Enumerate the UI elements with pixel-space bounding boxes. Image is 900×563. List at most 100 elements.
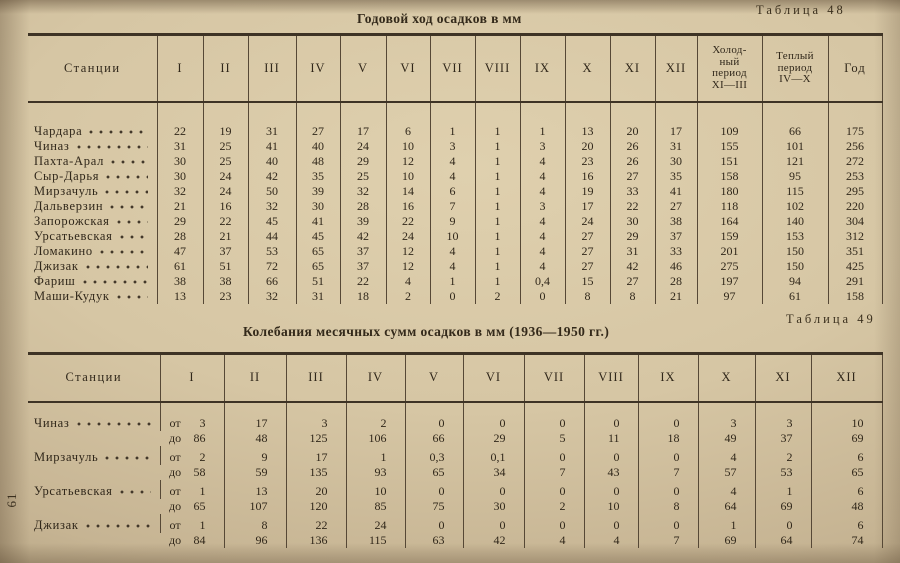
range-cell: до 84: [160, 533, 224, 548]
from-value-cell: 1: [345, 445, 405, 465]
to-value-cell: 48: [810, 498, 883, 514]
month-value-cell: 1: [429, 123, 475, 139]
station-name: Чардара: [34, 123, 83, 138]
warm-period-cell: 95: [761, 168, 828, 184]
range-label: до: [169, 430, 182, 445]
month-value-cell: 10: [429, 228, 475, 244]
month-value-cell: 9: [429, 213, 475, 229]
table-row: Маши-Кудук 13 23 32 31 18 2 0 2 0 8 8 21 97 61 158: [28, 288, 883, 304]
table48-header: Станции I II III IV V VI VII VIII IX X XI XII Холод- …: [28, 34, 883, 103]
station-name-wrap: Фариш: [28, 273, 157, 288]
range-label: от: [169, 415, 181, 430]
month-value-cell: 20: [609, 123, 655, 139]
spacer-row: [28, 401, 883, 416]
station-name-wrap: Чиназ: [28, 415, 160, 430]
month-value-cell: 30: [609, 213, 655, 229]
station-cell: Чиназ: [28, 415, 160, 446]
month-value-cell: 72: [247, 258, 296, 274]
dot-leader: [76, 415, 151, 427]
month-value-cell: 12: [385, 153, 430, 169]
spacer-cell: [429, 101, 475, 124]
station-name: Урсатьевская: [34, 228, 113, 243]
month-value-cell: 37: [202, 243, 248, 259]
table-row: Дальверзин 21 16 32 30 28 16 7 1 3 17 22 27 118 102 220: [28, 198, 883, 214]
table-row: Мирзачуль 32 24 50 39 32 14 6 1 4 19 33 41 180 115 295: [28, 183, 883, 199]
range-cell: до 86: [160, 431, 224, 446]
from-value-cell: 0: [523, 513, 584, 533]
from-value-cell: 22: [285, 513, 346, 533]
to-value-cell: 30: [462, 498, 524, 514]
range-cell: до 65: [160, 499, 224, 514]
year-total-cell: 175: [827, 123, 883, 139]
month-value-cell: 4: [429, 243, 475, 259]
from-january-cell: от 2: [161, 450, 224, 464]
spacer-cell: [247, 101, 296, 124]
month-value-cell: 4: [519, 258, 565, 274]
to-value-cell: 85: [345, 498, 405, 514]
month-value-cell: 28: [654, 273, 697, 289]
spacer-cell: [295, 101, 340, 124]
station-name-wrap: Запорожская: [28, 213, 157, 228]
station-cell: Чиназ: [28, 138, 157, 154]
to-value-cell: 4: [583, 532, 638, 548]
to-value-cell: 7: [523, 464, 584, 480]
from-value-cell: 3: [697, 415, 755, 431]
month-value-cell: 17: [654, 123, 697, 139]
month-value-cell: 47: [156, 243, 203, 259]
cold-period-cell: 164: [696, 213, 762, 229]
month-value-cell: 25: [202, 138, 248, 154]
column-header-station: Станции: [28, 34, 157, 103]
column-header-month: VII: [429, 34, 475, 103]
cold-period-cell: 155: [696, 138, 762, 154]
range-cell: от 2: [159, 445, 224, 465]
month-value-cell: 22: [339, 273, 386, 289]
month-value-cell: 24: [339, 138, 386, 154]
month-value-cell: 31: [654, 138, 697, 154]
dot-leader: [105, 183, 148, 195]
warm-period-cell: 66: [761, 123, 828, 139]
month-value-cell: 29: [609, 228, 655, 244]
to-value-cell: 10: [583, 498, 638, 514]
column-header-month: I: [156, 34, 203, 103]
month-value-cell: 44: [247, 228, 296, 244]
month-value-cell: 61: [156, 258, 203, 274]
range-label: от: [169, 483, 181, 498]
range-label: до: [169, 498, 182, 513]
year-total-cell: 220: [827, 198, 883, 214]
month-value-cell: 1: [474, 228, 520, 244]
month-value-cell: 2: [474, 288, 520, 304]
station-name: Джизак: [34, 517, 79, 532]
spacer-cell: [583, 401, 638, 416]
month-value-cell: 23: [564, 153, 610, 169]
from-value-cell: 0: [404, 415, 463, 431]
to-value-cell: 125: [285, 430, 346, 446]
table-row-to: до 84 96 136 115 63 42 4 4 7 69 64 74: [28, 532, 883, 548]
to-value-cell: 64: [697, 498, 755, 514]
column-header-month: V: [339, 34, 386, 103]
spacer-cell: [223, 401, 286, 416]
column-header-month: XII: [810, 353, 883, 403]
month-value-cell: 41: [247, 138, 296, 154]
range-value: 1: [199, 517, 206, 532]
to-value-cell: 49: [697, 430, 755, 446]
to-value-cell: 135: [285, 464, 346, 480]
station-name: Мирзачуль: [34, 449, 99, 464]
from-value-cell: 10: [810, 415, 883, 431]
month-value-cell: 22: [202, 213, 248, 229]
month-value-cell: 16: [202, 198, 248, 214]
station-cell: Ломакино: [28, 243, 157, 259]
station-name-wrap: Маши-Кудук: [28, 288, 157, 303]
month-value-cell: 33: [654, 243, 697, 259]
station-name-wrap: Мирзачуль: [28, 449, 160, 464]
station-name-wrap: Ломакино: [28, 243, 157, 258]
month-value-cell: 38: [202, 273, 248, 289]
year-total-cell: 312: [827, 228, 883, 244]
month-value-cell: 30: [295, 198, 340, 214]
column-header-month: VII: [523, 353, 584, 403]
from-value-cell: 0: [583, 415, 638, 431]
station-cell: Джизак: [28, 258, 157, 274]
from-value-cell: 0: [637, 415, 698, 431]
spacer-cell: [523, 401, 584, 416]
month-value-cell: 21: [156, 198, 203, 214]
month-value-cell: 45: [247, 213, 296, 229]
